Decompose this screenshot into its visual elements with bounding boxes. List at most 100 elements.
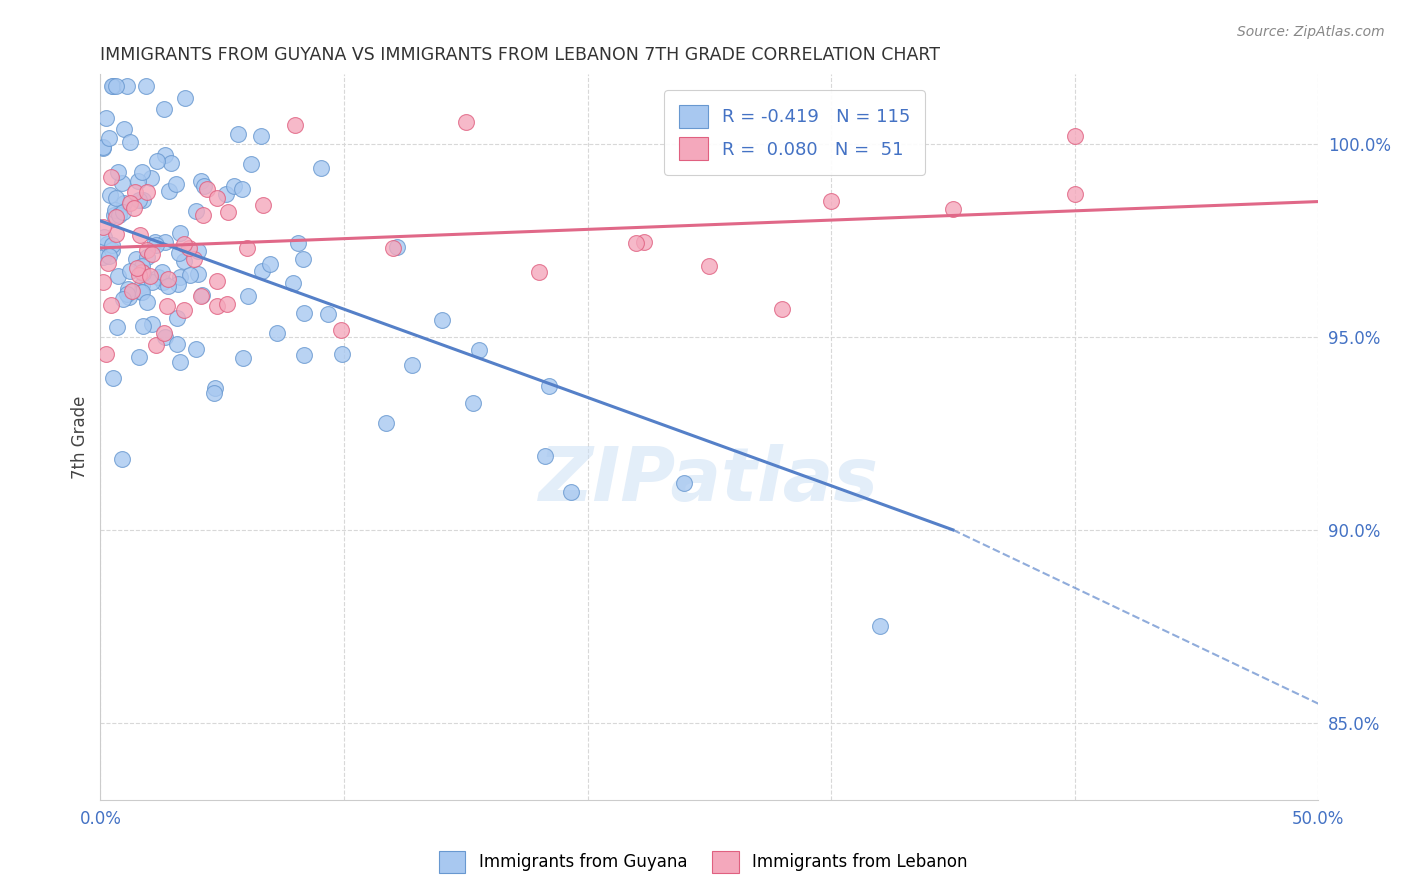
Point bbox=[132, 318, 155, 333]
Point bbox=[173, 253, 195, 268]
Point bbox=[167, 245, 190, 260]
Point bbox=[239, 157, 262, 171]
Point bbox=[127, 260, 149, 275]
Point bbox=[167, 277, 190, 292]
Point bbox=[131, 278, 153, 293]
Point bbox=[195, 182, 218, 196]
Point bbox=[190, 289, 212, 303]
Point bbox=[374, 416, 396, 430]
Point bbox=[193, 179, 215, 194]
Point bbox=[131, 265, 153, 279]
Point bbox=[132, 266, 155, 280]
Point bbox=[454, 115, 477, 129]
Point bbox=[112, 204, 135, 219]
Point bbox=[236, 289, 259, 303]
Point bbox=[136, 185, 159, 199]
Point bbox=[139, 268, 162, 283]
Point bbox=[141, 246, 163, 260]
Point bbox=[118, 196, 141, 211]
Point bbox=[430, 313, 453, 327]
Point bbox=[770, 301, 793, 316]
Point bbox=[91, 219, 114, 234]
Point bbox=[169, 226, 191, 240]
Point bbox=[1063, 187, 1085, 202]
Point bbox=[157, 184, 180, 198]
Point bbox=[153, 235, 176, 249]
Point bbox=[131, 165, 153, 179]
Point bbox=[187, 244, 209, 259]
Point bbox=[179, 242, 201, 256]
Point bbox=[100, 238, 122, 252]
Point bbox=[316, 307, 339, 321]
Point bbox=[153, 147, 176, 161]
Point bbox=[468, 343, 491, 358]
Point bbox=[160, 156, 183, 170]
Point bbox=[107, 208, 129, 222]
Point bbox=[152, 276, 174, 290]
Point bbox=[91, 141, 114, 155]
Point bbox=[120, 264, 142, 278]
Point bbox=[145, 235, 167, 250]
Point bbox=[128, 268, 150, 282]
Point bbox=[118, 290, 141, 304]
Point bbox=[184, 343, 207, 357]
Point bbox=[146, 269, 169, 284]
Point bbox=[104, 202, 127, 217]
Point bbox=[166, 337, 188, 351]
Point bbox=[93, 230, 115, 244]
Point bbox=[214, 187, 236, 202]
Text: Source: ZipAtlas.com: Source: ZipAtlas.com bbox=[1237, 25, 1385, 39]
Point bbox=[135, 78, 157, 93]
Point bbox=[97, 249, 120, 263]
Point bbox=[121, 285, 143, 299]
Point bbox=[124, 186, 146, 200]
Point bbox=[131, 193, 153, 207]
Point bbox=[190, 174, 212, 188]
Point bbox=[287, 236, 309, 251]
Point bbox=[179, 268, 201, 282]
Point bbox=[111, 176, 134, 190]
Point bbox=[217, 297, 239, 311]
Text: ZIPatlas: ZIPatlas bbox=[540, 444, 879, 517]
Point bbox=[231, 182, 253, 196]
Point bbox=[252, 198, 274, 212]
Point bbox=[103, 208, 125, 222]
Point bbox=[101, 371, 124, 385]
Point bbox=[136, 244, 159, 258]
Point bbox=[190, 288, 212, 302]
Y-axis label: 7th Grade: 7th Grade bbox=[72, 395, 89, 479]
Point bbox=[463, 396, 485, 410]
Point bbox=[91, 250, 114, 264]
Point bbox=[560, 485, 582, 500]
Point bbox=[236, 241, 259, 255]
Point bbox=[104, 78, 127, 93]
Point bbox=[127, 174, 149, 188]
Point bbox=[232, 351, 254, 365]
Point bbox=[281, 276, 304, 290]
Point bbox=[100, 78, 122, 93]
Point bbox=[141, 276, 163, 290]
Legend: R = -0.419   N = 115, R =  0.080   N =  51: R = -0.419 N = 115, R = 0.080 N = 51 bbox=[664, 90, 925, 175]
Point bbox=[156, 299, 179, 313]
Point bbox=[107, 319, 129, 334]
Point bbox=[156, 272, 179, 286]
Point bbox=[153, 102, 176, 116]
Point bbox=[205, 274, 228, 288]
Point bbox=[145, 238, 167, 252]
Point bbox=[186, 204, 208, 219]
Point bbox=[128, 350, 150, 364]
Point bbox=[124, 252, 146, 267]
Point bbox=[145, 338, 167, 352]
Point bbox=[527, 265, 550, 279]
Point bbox=[284, 118, 307, 132]
Point bbox=[94, 347, 117, 361]
Point bbox=[626, 235, 648, 250]
Point bbox=[173, 237, 195, 252]
Point bbox=[633, 235, 655, 249]
Point bbox=[117, 282, 139, 296]
Point bbox=[107, 165, 129, 179]
Point bbox=[104, 227, 127, 241]
Point bbox=[292, 252, 315, 267]
Point bbox=[266, 326, 288, 341]
Point bbox=[226, 128, 249, 142]
